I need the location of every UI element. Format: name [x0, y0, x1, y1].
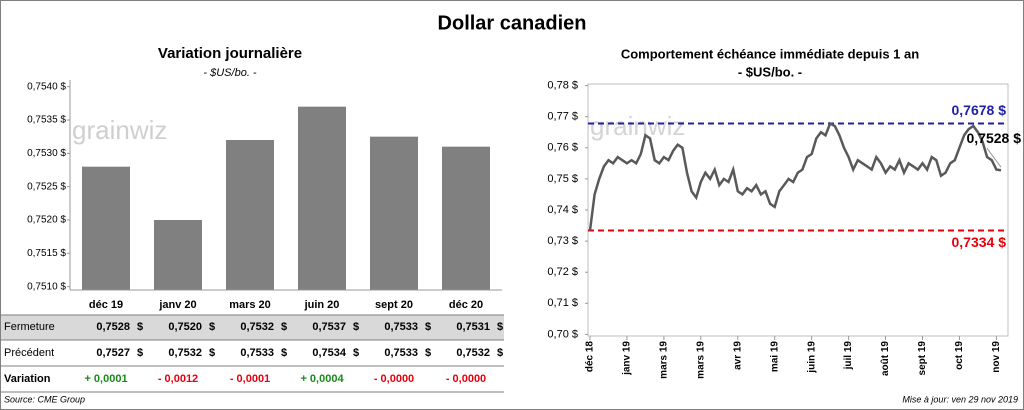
- y-tick-label: 0,7525 $: [27, 181, 66, 192]
- table-cell: 0,7532: [240, 321, 274, 333]
- bar: [82, 166, 130, 290]
- table-cell: 0,7537: [312, 321, 346, 333]
- y-tick-label: 0,72 $: [547, 266, 578, 278]
- x-tick-label: mars 20: [229, 299, 271, 311]
- y-tick-label: 0,73 $: [547, 235, 578, 247]
- bar: [298, 106, 346, 291]
- table-cell: 0,7534: [312, 347, 347, 359]
- y-tick-label: 0,70 $: [547, 328, 578, 340]
- table-unit: $: [425, 321, 431, 333]
- table-cell: 0,7531: [456, 321, 490, 333]
- table-cell: 0,7533: [384, 347, 418, 359]
- chart-title: Comportement échéance immédiate depuis 1…: [621, 46, 919, 61]
- bar: [226, 140, 274, 290]
- bar: [370, 136, 418, 290]
- update-date: Mise à jour: ven 29 nov 2019: [902, 394, 1018, 404]
- x-tick-label: juil 19: [843, 341, 854, 371]
- y-tick-label: 0,74 $: [547, 204, 578, 216]
- line: [588, 121, 1002, 231]
- x-tick-label: déc 19: [89, 299, 123, 311]
- row-label: Précédent: [4, 347, 54, 359]
- watermark: grainwiz: [590, 111, 685, 141]
- table-unit: $: [209, 321, 215, 333]
- table-cell: - 0,0000: [446, 373, 486, 385]
- x-tick-label: déc 20: [449, 299, 483, 311]
- table-cell: + 0,0001: [84, 373, 127, 385]
- table-cell: 0,7528: [96, 321, 130, 333]
- table-unit: $: [281, 321, 287, 333]
- chart-subtitle: - $US/bo. -: [203, 67, 257, 79]
- y-tick-label: 0,7520 $: [27, 215, 66, 226]
- source: Source: CME Group: [4, 394, 85, 404]
- reference-label: 0,7678 $: [952, 102, 1007, 118]
- x-tick-label: janv 20: [158, 299, 196, 311]
- x-tick-label: sept 19: [917, 341, 928, 376]
- y-tick-label: 0,7510 $: [27, 281, 66, 292]
- table-cell: 0,7532: [456, 347, 490, 359]
- y-tick-label: 0,7535 $: [27, 115, 66, 126]
- y-tick-label: 0,77 $: [547, 111, 578, 123]
- page-title: Dollar canadien: [438, 12, 587, 34]
- y-tick-label: 0,7515 $: [27, 248, 66, 259]
- x-tick-label: mai 19: [769, 341, 780, 373]
- x-tick-label: sept 20: [375, 299, 413, 311]
- row-band: [1, 315, 504, 340]
- bar: [154, 220, 202, 290]
- watermark: grainwiz: [72, 115, 167, 145]
- y-tick-label: 0,78 $: [547, 79, 578, 91]
- x-tick-label: janv 19: [622, 341, 633, 376]
- reference-label: 0,7334 $: [952, 234, 1007, 250]
- chart-title: Variation journalière: [158, 45, 302, 62]
- x-tick-label: mars 19: [659, 341, 670, 379]
- table-unit: $: [137, 321, 143, 333]
- y-tick-label: 0,76 $: [547, 142, 578, 154]
- table-unit: $: [425, 347, 431, 359]
- table-unit: $: [353, 321, 359, 333]
- value-label: 0,7528 $: [967, 130, 1022, 146]
- x-tick-label: juin 19: [806, 341, 817, 374]
- x-tick-label: déc 18: [585, 341, 596, 373]
- table-unit: $: [209, 347, 215, 359]
- table-cell: + 0,0004: [300, 373, 344, 385]
- table-cell: 0,7527: [96, 347, 130, 359]
- chart-subtitle: - $US/bo. -: [738, 64, 802, 79]
- table-unit: $: [497, 347, 503, 359]
- table-cell: 0,7533: [240, 347, 274, 359]
- table-unit: $: [497, 321, 503, 333]
- x-tick-label: oct 19: [954, 341, 965, 370]
- x-tick-label: avr 19: [732, 341, 743, 370]
- row-label: Fermeture: [4, 321, 55, 333]
- row-label: Variation: [4, 373, 51, 385]
- y-tick-label: 0,75 $: [547, 173, 578, 185]
- table-cell: 0,7520: [168, 321, 202, 333]
- table-cell: - 0,0012: [158, 373, 198, 385]
- table-cell: - 0,0001: [230, 373, 270, 385]
- y-tick-label: 0,7530 $: [27, 148, 66, 159]
- x-tick-label: juin 20: [304, 299, 340, 311]
- label-leader: [986, 147, 1002, 168]
- x-tick-label: août 19: [880, 341, 891, 376]
- x-tick-label: nov 19: [991, 341, 1002, 373]
- table-cell: - 0,0000: [374, 373, 414, 385]
- bar: [442, 146, 490, 290]
- table-cell: 0,7532: [168, 347, 202, 359]
- x-tick-label: mars 19: [695, 341, 706, 379]
- table-unit: $: [137, 347, 143, 359]
- table-unit: $: [353, 347, 359, 359]
- table-unit: $: [281, 347, 287, 359]
- y-tick-label: 0,71 $: [547, 297, 578, 309]
- table-cell: 0,7533: [384, 321, 418, 333]
- y-tick-label: 0,7540 $: [27, 81, 66, 92]
